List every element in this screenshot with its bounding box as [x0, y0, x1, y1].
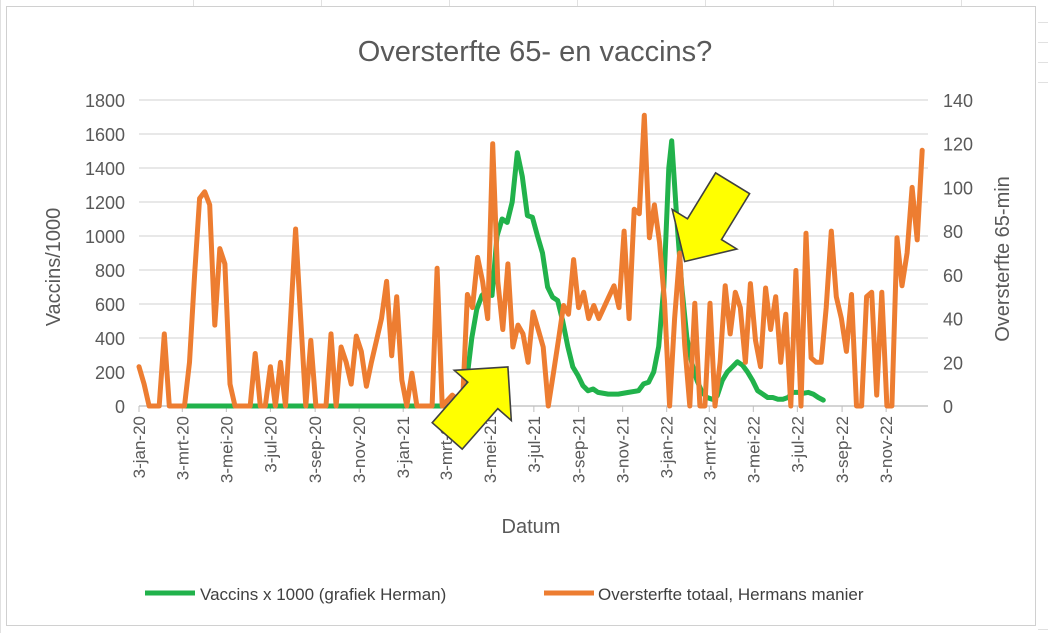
y-right-tick-label: 0 [943, 397, 953, 417]
y-left-tick-label: 1600 [85, 125, 125, 145]
y-left-tick-label: 1000 [85, 227, 125, 247]
x-tick-label: 3-nov-22 [877, 416, 896, 483]
y-left-tick-label: 400 [95, 329, 125, 349]
y-right-tick-label: 20 [943, 353, 963, 373]
x-tick-label: 3-sep-21 [570, 416, 589, 483]
legend: Vaccins x 1000 (grafiek Herman) Overster… [145, 585, 864, 604]
annotation-arrow [431, 366, 513, 451]
x-tick-label: 3-nov-21 [614, 416, 633, 483]
chart-title: Oversterfte 65- en vaccins? [358, 36, 713, 68]
y-left-tick-label: 1400 [85, 159, 125, 179]
y-right-tick-label: 60 [943, 266, 963, 286]
x-tick-label: 3-jan-22 [658, 416, 677, 478]
legend-label-oversterfte: Oversterfte totaal, Hermans manier [598, 585, 864, 604]
series-layer [136, 112, 925, 409]
x-tick-label: 3-mei-20 [217, 416, 236, 483]
x-tick-label: 3-mrt-20 [173, 416, 192, 480]
x-tick-label: 3-jan-21 [394, 416, 413, 478]
y-left-tick-label: 0 [115, 397, 125, 417]
legend-label-vaccins: Vaccins x 1000 (grafiek Herman) [200, 585, 446, 604]
x-tick-label: 3-jul-22 [788, 416, 807, 473]
y-left-tick-label: 800 [95, 261, 125, 281]
x-tick-label: 3-sep-22 [833, 416, 852, 483]
y-right-tick-label: 40 [943, 310, 963, 330]
chart-area[interactable]: Oversterfte 65- en vaccins? 0 200 400 600 80… [6, 6, 1036, 626]
y-left-tick-label: 200 [95, 363, 125, 383]
y-axis-right-label: Oversterfte 65-min [992, 176, 1014, 342]
x-tick-label: 3-jul-21 [525, 416, 544, 473]
left-axis-ticks: 0 200 400 600 800 1000 1200 1400 1600 1800 [85, 91, 125, 417]
y-left-tick-label: 1800 [85, 91, 125, 111]
chart-svg: Oversterfte 65- en vaccins? 020040060080… [43, 36, 1014, 604]
x-tick-label: 3-mrt-22 [700, 416, 719, 480]
y-right-tick-label: 80 [943, 222, 963, 242]
y-left-tick-label: 1200 [85, 193, 125, 213]
x-tick-label: 3-jul-20 [261, 416, 280, 473]
y-right-tick-label: 100 [943, 178, 973, 198]
right-axis-ticks: 0 20 40 60 80 100 120 140 [943, 91, 973, 417]
y-right-tick-label: 140 [943, 91, 973, 111]
x-tick-label: 3-nov-20 [350, 416, 369, 483]
x-axis-ticks: 3-jan-20 3-mrt-20 3-mei-20 3-jul-20 3-sep-20… [130, 405, 928, 483]
x-tick-label: 3-mei-22 [744, 416, 763, 483]
annotation-arrow [670, 171, 751, 263]
series-line-oversterfte [136, 112, 925, 409]
y-left-tick-label: 600 [95, 295, 125, 315]
y-axis-left-label: Vaccins/1000 [43, 208, 65, 327]
x-axis-label: Datum [502, 516, 561, 538]
y-right-tick-label: 120 [943, 135, 973, 155]
x-tick-label: 3-jan-20 [130, 416, 149, 478]
annotations [431, 171, 751, 451]
x-tick-label: 3-mei-21 [481, 416, 500, 483]
x-tick-label: 3-sep-20 [306, 416, 325, 483]
